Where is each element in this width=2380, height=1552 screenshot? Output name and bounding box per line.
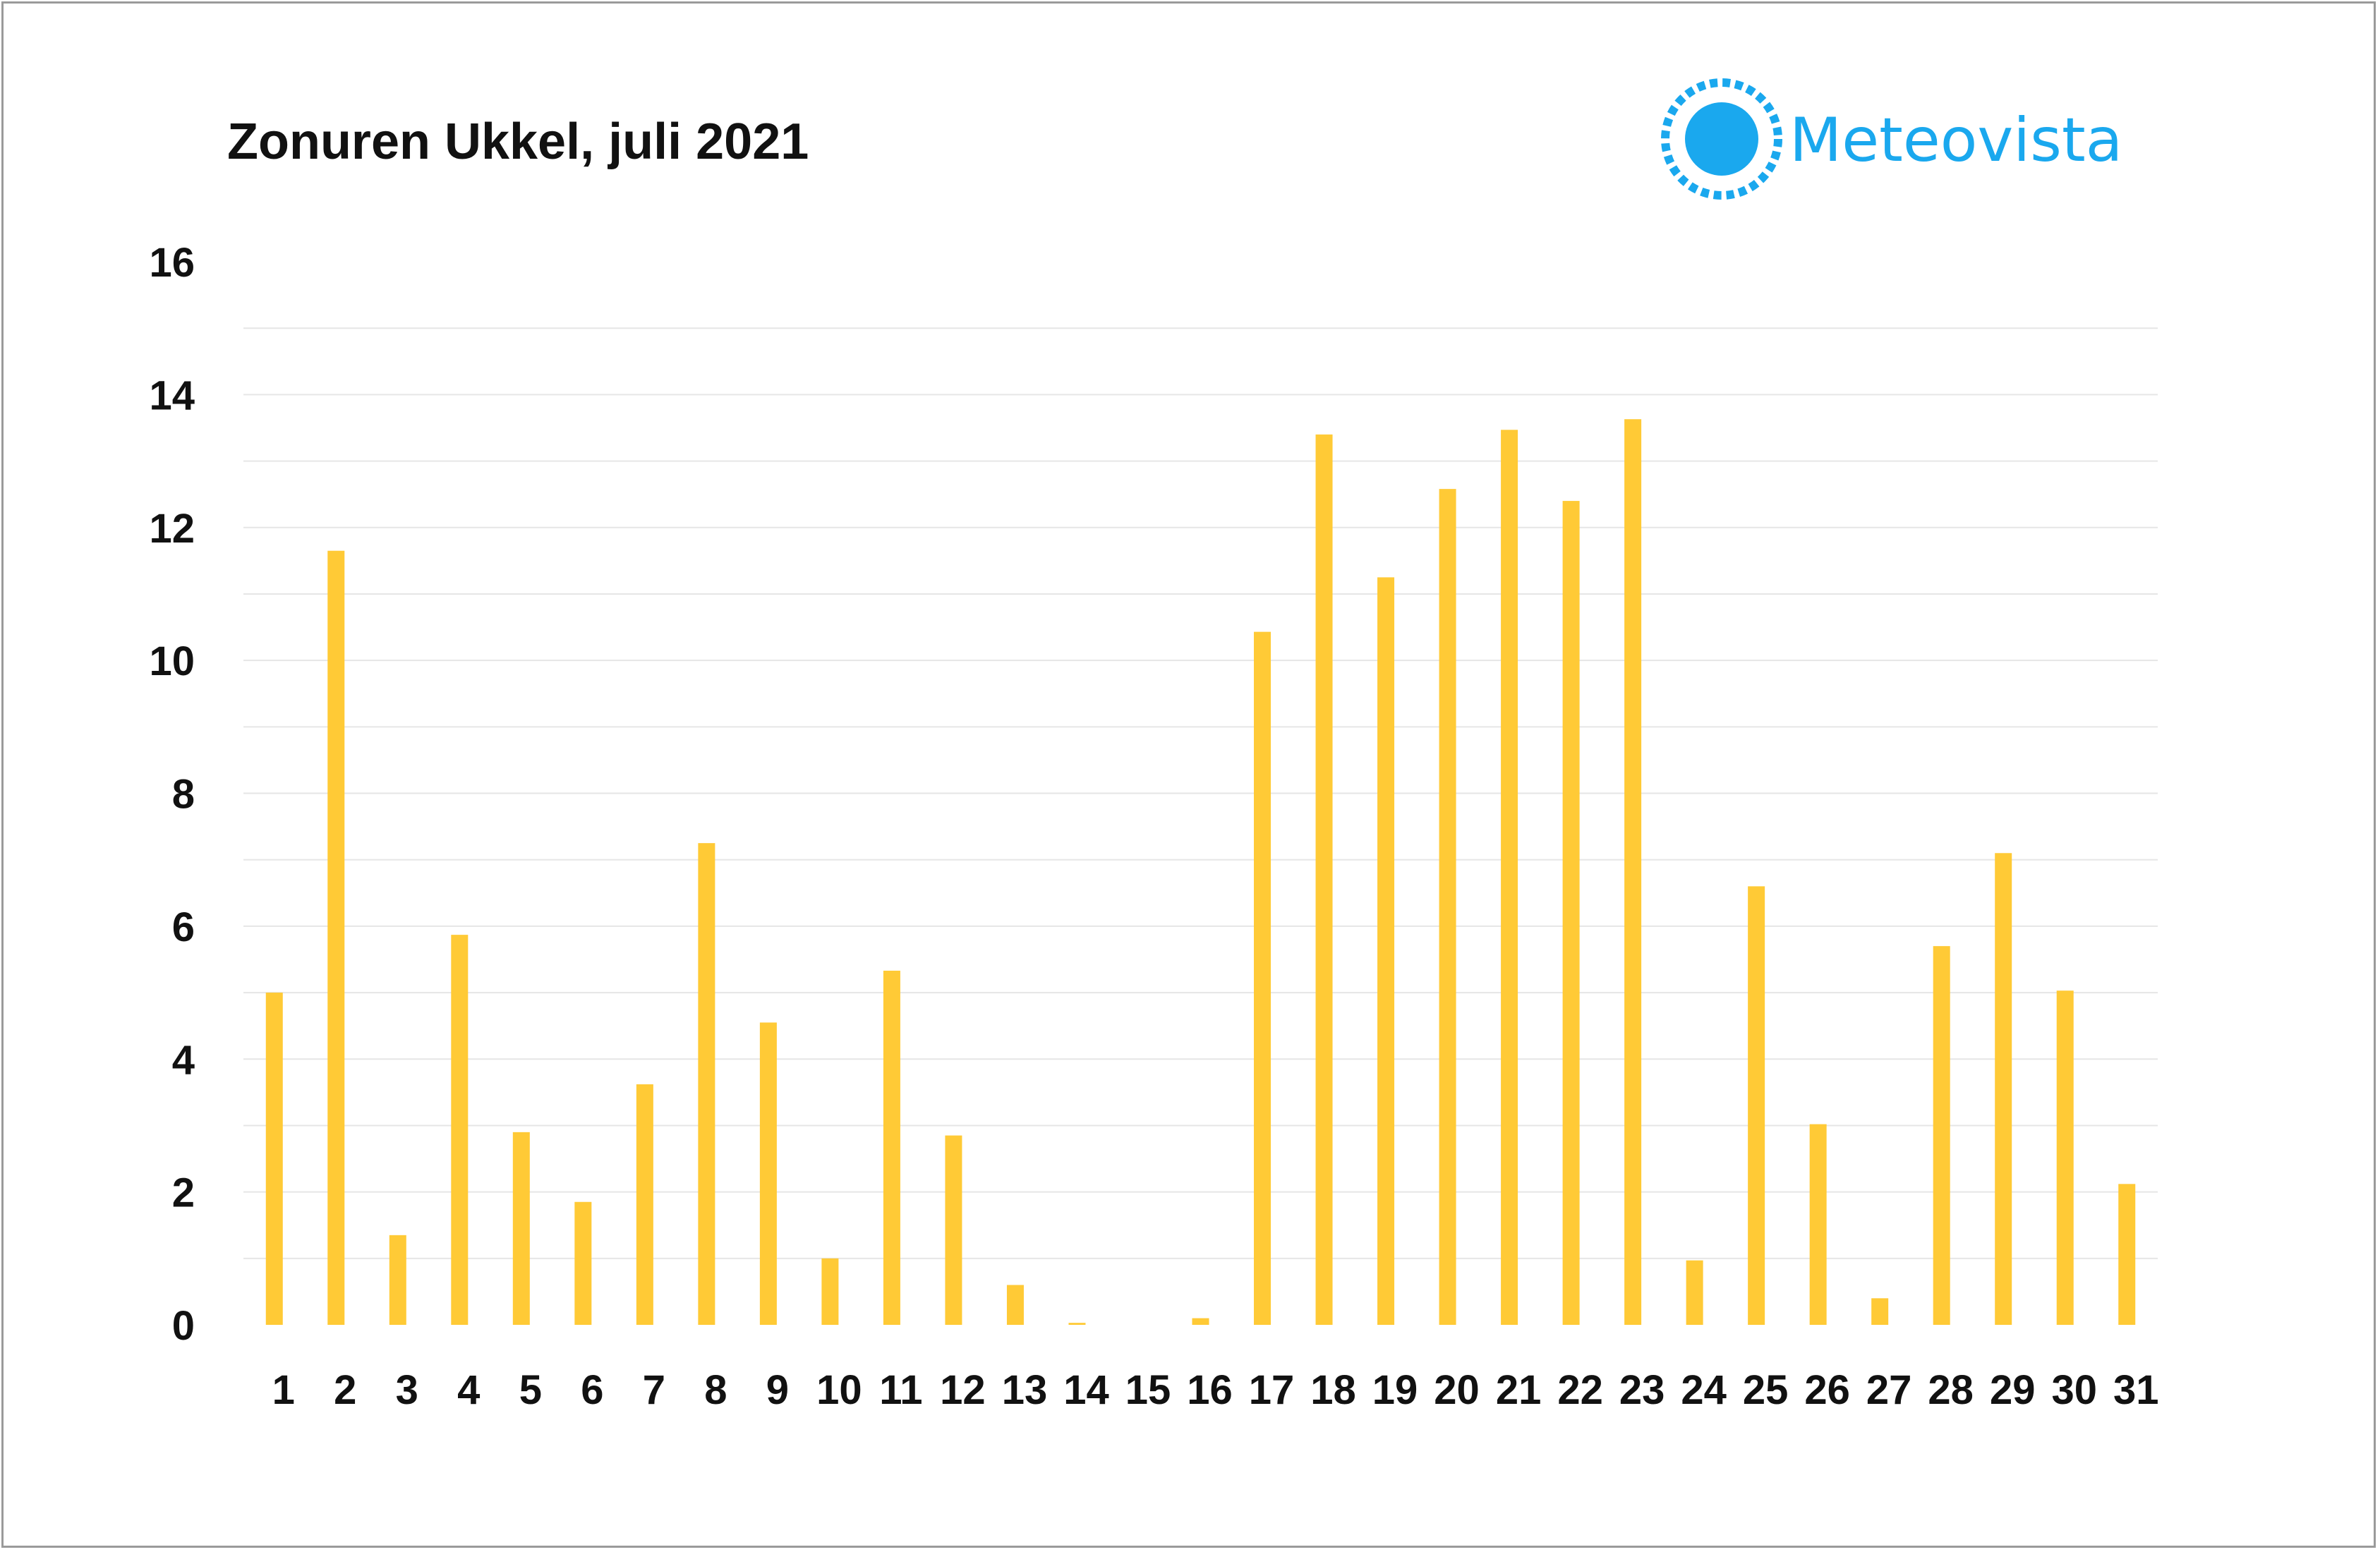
x-tick-label: 11 <box>879 1367 922 1413</box>
x-tick-label: 12 <box>940 1367 986 1413</box>
bar <box>883 970 900 1325</box>
logo-text: Meteovista <box>1789 105 2122 176</box>
bar <box>1933 946 1950 1325</box>
bar <box>1192 1318 1209 1325</box>
bar <box>1377 577 1395 1325</box>
x-axis: 1 2 3 4 5 6 7 8 9 10 11 12 13 14 15 16 17 18 19 20 21 22 23 24 2… <box>272 1367 2159 1413</box>
x-tick-label: 8 <box>704 1367 727 1413</box>
bar <box>1315 434 1333 1326</box>
bar <box>1439 489 1456 1325</box>
gridlines <box>243 327 2158 1259</box>
y-tick-label: 16 <box>149 240 195 286</box>
bar <box>1068 1323 1086 1325</box>
bar <box>574 1201 592 1325</box>
x-tick-label: 9 <box>766 1367 789 1413</box>
y-tick-label: 14 <box>149 372 195 418</box>
bar <box>1254 631 1271 1325</box>
bar <box>1624 419 1642 1325</box>
x-tick-label: 23 <box>1619 1367 1665 1413</box>
bar <box>1006 1285 1024 1325</box>
x-tick-label: 15 <box>1125 1367 1171 1413</box>
y-axis: 0 2 4 6 8 10 12 14 16 <box>149 240 195 1349</box>
x-tick-label: 21 <box>1496 1367 1542 1413</box>
x-tick-label: 1 <box>272 1367 295 1413</box>
x-tick-label: 13 <box>1002 1367 1048 1413</box>
x-tick-label: 24 <box>1681 1367 1727 1413</box>
bar <box>1809 1124 1827 1325</box>
bar <box>512 1132 530 1325</box>
y-tick-label: 4 <box>172 1037 195 1083</box>
bar <box>1748 886 1765 1325</box>
x-tick-label: 29 <box>1990 1367 2036 1413</box>
x-tick-label: 22 <box>1557 1367 1603 1413</box>
sun-icon <box>1661 78 1782 200</box>
x-tick-label: 19 <box>1372 1367 1418 1413</box>
bar <box>2056 990 2074 1325</box>
meteovista-logo: Meteovista <box>1661 78 2122 200</box>
x-tick-label: 25 <box>1743 1367 1789 1413</box>
x-tick-label: 16 <box>1187 1367 1233 1413</box>
x-tick-label: 27 <box>1866 1367 1912 1413</box>
x-tick-label: 18 <box>1310 1367 1356 1413</box>
y-tick-label: 8 <box>172 772 195 818</box>
x-tick-label: 6 <box>581 1367 603 1413</box>
bar <box>636 1084 653 1325</box>
bar <box>1562 501 1580 1326</box>
bar <box>759 1022 777 1325</box>
bar <box>1501 430 1518 1325</box>
bar <box>1995 853 2012 1325</box>
x-tick-label: 10 <box>816 1367 862 1413</box>
x-tick-label: 2 <box>334 1367 356 1413</box>
x-tick-label: 20 <box>1434 1367 1480 1413</box>
y-tick-label: 0 <box>172 1303 195 1349</box>
chart-title: Zonuren Ukkel, juli 2021 <box>227 114 809 170</box>
y-tick-label: 6 <box>172 904 195 950</box>
bar <box>327 550 345 1326</box>
x-tick-label: 30 <box>2051 1367 2097 1413</box>
x-tick-label: 7 <box>643 1367 665 1413</box>
y-tick-label: 10 <box>149 638 195 684</box>
bar <box>265 993 283 1325</box>
x-tick-label: 31 <box>2113 1367 2159 1413</box>
bars <box>265 419 2136 1326</box>
bar <box>821 1258 839 1325</box>
bar <box>1871 1298 1889 1325</box>
x-tick-label: 17 <box>1249 1367 1295 1413</box>
x-tick-label: 5 <box>519 1367 542 1413</box>
bar <box>945 1135 962 1325</box>
x-tick-label: 14 <box>1063 1367 1109 1413</box>
bar <box>698 843 715 1325</box>
y-tick-label: 2 <box>172 1170 195 1216</box>
bar <box>389 1235 406 1325</box>
x-tick-label: 3 <box>396 1367 418 1413</box>
bar <box>1686 1260 1703 1325</box>
bar <box>451 935 469 1325</box>
x-tick-label: 26 <box>1804 1367 1850 1413</box>
y-tick-label: 12 <box>149 506 195 552</box>
x-tick-label: 4 <box>457 1367 480 1413</box>
x-tick-label: 28 <box>1928 1367 1974 1413</box>
bar <box>2118 1184 2136 1325</box>
